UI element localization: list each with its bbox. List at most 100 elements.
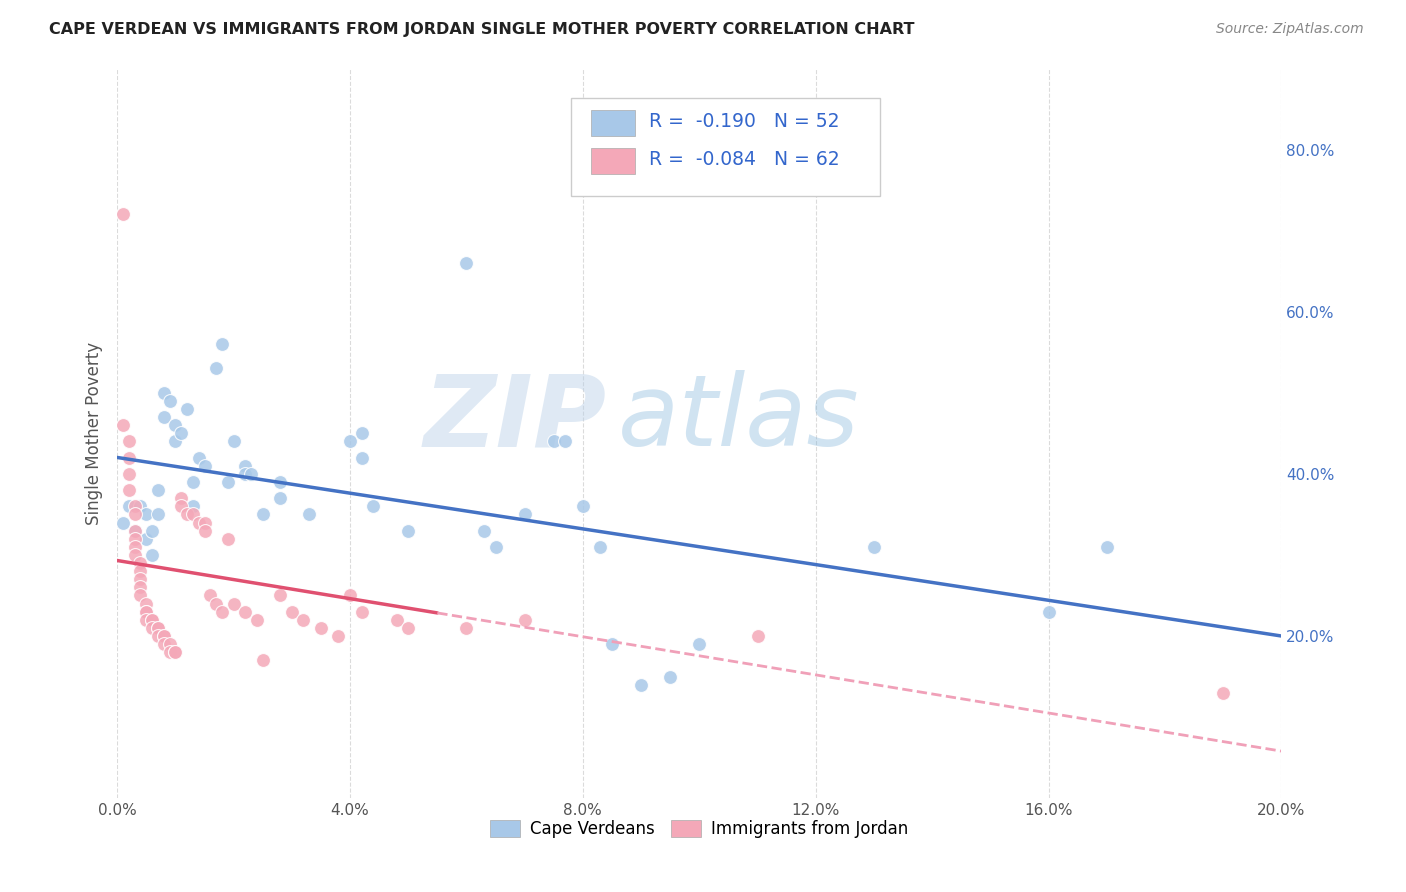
Point — [170, 491, 193, 506]
Point — [176, 508, 198, 522]
Point — [187, 450, 209, 465]
Point — [118, 434, 141, 449]
Point — [129, 580, 152, 594]
Y-axis label: Single Mother Poverty: Single Mother Poverty — [86, 342, 103, 524]
Point — [222, 597, 245, 611]
Point — [396, 524, 419, 538]
Text: R =  -0.190   N = 52: R = -0.190 N = 52 — [650, 112, 839, 131]
Point — [572, 500, 595, 514]
Legend: Cape Verdeans, Immigrants from Jordan: Cape Verdeans, Immigrants from Jordan — [484, 813, 915, 845]
Point — [129, 572, 152, 586]
Point — [181, 508, 204, 522]
Point — [129, 556, 152, 570]
Point — [129, 564, 152, 578]
Point — [385, 613, 408, 627]
Point — [292, 613, 315, 627]
Point — [233, 458, 256, 473]
Point — [124, 540, 146, 554]
Point — [170, 500, 193, 514]
Point — [281, 605, 304, 619]
Point — [129, 589, 152, 603]
Point — [205, 361, 228, 376]
FancyBboxPatch shape — [571, 98, 880, 196]
Point — [630, 678, 652, 692]
Point — [146, 621, 169, 635]
Point — [124, 508, 146, 522]
Point — [111, 207, 134, 221]
Point — [146, 508, 169, 522]
Text: R =  -0.084   N = 62: R = -0.084 N = 62 — [650, 150, 839, 169]
Point — [363, 500, 385, 514]
FancyBboxPatch shape — [591, 110, 636, 136]
Point — [141, 613, 163, 627]
Point — [1095, 540, 1118, 554]
Point — [165, 418, 187, 433]
Point — [863, 540, 886, 554]
Point — [233, 467, 256, 481]
Text: atlas: atlas — [617, 370, 859, 467]
Point — [252, 653, 274, 667]
Point — [339, 589, 361, 603]
Point — [170, 426, 193, 441]
Point — [193, 516, 215, 530]
Point — [600, 637, 623, 651]
Point — [141, 524, 163, 538]
Point — [118, 450, 141, 465]
Point — [135, 605, 157, 619]
Point — [135, 605, 157, 619]
Point — [124, 500, 146, 514]
Point — [118, 467, 141, 481]
Point — [146, 483, 169, 497]
Point — [152, 629, 174, 643]
Point — [211, 337, 233, 351]
Point — [141, 613, 163, 627]
Point — [269, 589, 291, 603]
Point — [350, 605, 373, 619]
Point — [193, 458, 215, 473]
Point — [124, 524, 146, 538]
Point — [141, 621, 163, 635]
Point — [165, 645, 187, 659]
Point — [135, 597, 157, 611]
Point — [159, 637, 181, 651]
Point — [176, 402, 198, 417]
Point — [252, 508, 274, 522]
Point — [146, 621, 169, 635]
Point — [205, 597, 228, 611]
Point — [222, 434, 245, 449]
Point — [339, 434, 361, 449]
Point — [181, 500, 204, 514]
Point — [187, 516, 209, 530]
Point — [240, 467, 263, 481]
Point — [152, 385, 174, 400]
Point — [1038, 605, 1060, 619]
Point — [135, 532, 157, 546]
FancyBboxPatch shape — [591, 148, 636, 174]
Point — [217, 532, 239, 546]
Point — [472, 524, 495, 538]
Point — [554, 434, 576, 449]
Point — [396, 621, 419, 635]
Point — [233, 605, 256, 619]
Point — [211, 605, 233, 619]
Point — [152, 629, 174, 643]
Point — [129, 500, 152, 514]
Point — [688, 637, 710, 651]
Point — [118, 500, 141, 514]
Point — [152, 637, 174, 651]
Point — [111, 418, 134, 433]
Text: ZIP: ZIP — [423, 370, 606, 467]
Point — [124, 532, 146, 546]
Point — [124, 548, 146, 562]
Point — [513, 508, 536, 522]
Point — [456, 621, 478, 635]
Point — [181, 475, 204, 489]
Point — [328, 629, 350, 643]
Point — [309, 621, 332, 635]
Point — [350, 450, 373, 465]
Point — [659, 669, 682, 683]
Point — [152, 410, 174, 425]
Point — [246, 613, 269, 627]
Point — [298, 508, 321, 522]
Point — [589, 540, 612, 554]
